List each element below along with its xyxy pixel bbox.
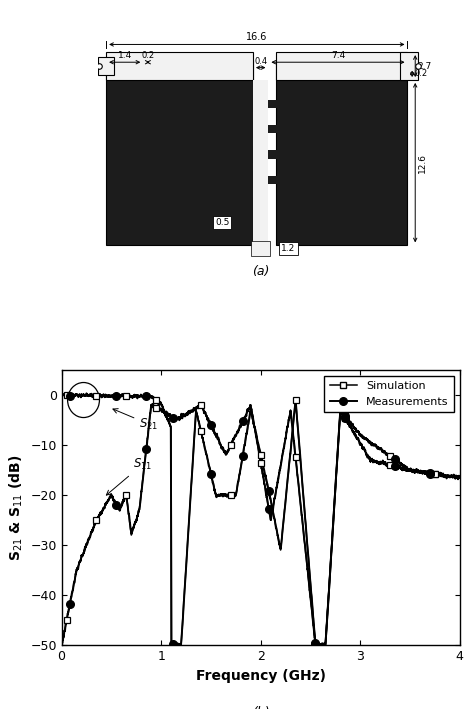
Text: (b): (b) (252, 705, 270, 709)
Text: 0.2: 0.2 (141, 51, 155, 60)
Bar (106, 60, 253, 245)
Bar (219, 138, 253, 146)
Text: 0.2: 0.2 (414, 69, 428, 78)
Bar (106, 52, 253, 80)
Text: 1.4: 1.4 (118, 51, 132, 60)
Bar (400, 52, 419, 80)
Text: 0.4: 0.4 (254, 57, 267, 66)
Bar (251, 240, 270, 256)
Text: $S_{11}$: $S_{11}$ (106, 457, 153, 495)
Text: 16.6: 16.6 (246, 32, 267, 42)
X-axis label: Frequency (GHz): Frequency (GHz) (196, 669, 326, 683)
Y-axis label: S$_{21}$ & S$_{11}$ (dB): S$_{21}$ & S$_{11}$ (dB) (7, 454, 25, 561)
Bar (268, 125, 302, 133)
Bar (268, 99, 302, 108)
Text: (a): (a) (252, 265, 269, 278)
Bar (268, 176, 302, 184)
Text: $S_{21}$: $S_{21}$ (113, 408, 158, 432)
Text: 7.4: 7.4 (331, 51, 345, 60)
Bar (219, 163, 253, 172)
Bar (219, 87, 253, 96)
Bar (99, 57, 114, 75)
Bar (268, 150, 302, 159)
Bar (219, 189, 253, 197)
Text: 2.7: 2.7 (418, 62, 432, 71)
Legend: Simulation, Measurements: Simulation, Measurements (324, 376, 454, 412)
Text: 12.6: 12.6 (418, 152, 427, 173)
Bar (253, 80, 268, 245)
Bar (276, 60, 408, 245)
Text: 0.5: 0.5 (215, 218, 229, 227)
Bar (276, 52, 408, 80)
Text: 1.2: 1.2 (282, 244, 296, 253)
Bar (219, 112, 253, 121)
